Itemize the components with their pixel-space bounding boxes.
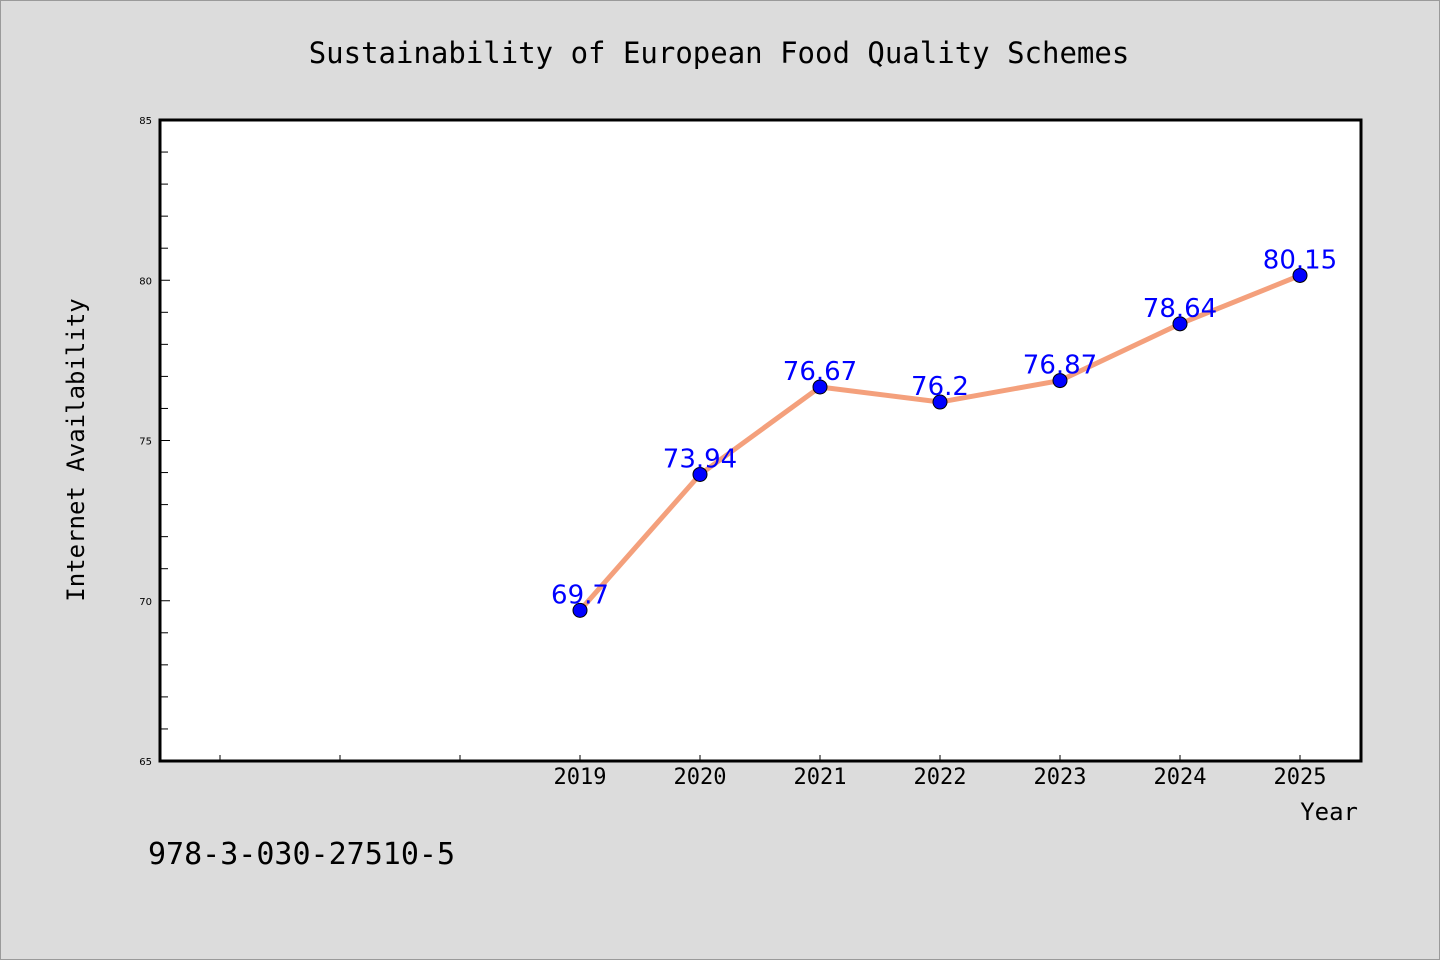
y-tick-label: 70 (139, 597, 152, 608)
y-tick-label: 80 (139, 276, 152, 287)
plot-border (158, 118, 1363, 763)
data-label: 69.7 (551, 580, 609, 610)
data-label: 73.94 (663, 444, 737, 474)
data-point (1292, 267, 1308, 283)
data-label: 80.15 (1263, 245, 1337, 275)
data-label: 78.64 (1143, 294, 1217, 324)
data-point (1172, 316, 1188, 332)
x-tick-label: 2023 (1034, 765, 1087, 790)
x-tick-label: 2021 (794, 765, 847, 790)
data-label: 76.67 (783, 357, 857, 387)
x-tick-label: 2019 (554, 765, 607, 790)
y-tick-label: 75 (139, 437, 152, 448)
y-axis-label: Internet Availability (62, 298, 90, 601)
x-tick-label: 2020 (674, 765, 727, 790)
chart-title: Sustainability of European Food Quality … (309, 36, 1130, 70)
data-point (1052, 373, 1068, 389)
data-label: 76.2 (911, 372, 969, 402)
axes: 65 70 75 80 85 2019 2020 2021 2022 2023 2024 2025 (139, 116, 1326, 790)
x-axis-label: Year (1300, 798, 1358, 826)
data-point (812, 379, 828, 395)
y-tick-label: 85 (139, 116, 152, 127)
series-1: 69.7 73.94 76.67 76.2 76.87 78.64 80.15 (551, 245, 1337, 618)
data-label: 76.87 (1023, 351, 1097, 381)
x-tick-label: 2025 (1274, 765, 1327, 790)
y-tick-label: 65 (139, 757, 152, 768)
data-point (572, 602, 588, 618)
x-tick-label: 2022 (914, 765, 967, 790)
data-point (932, 394, 948, 410)
data-point (692, 466, 708, 482)
footer-code: 978-3-030-27510-5 (148, 837, 455, 872)
plot-area (160, 120, 1361, 761)
x-tick-label: 2024 (1154, 765, 1207, 790)
